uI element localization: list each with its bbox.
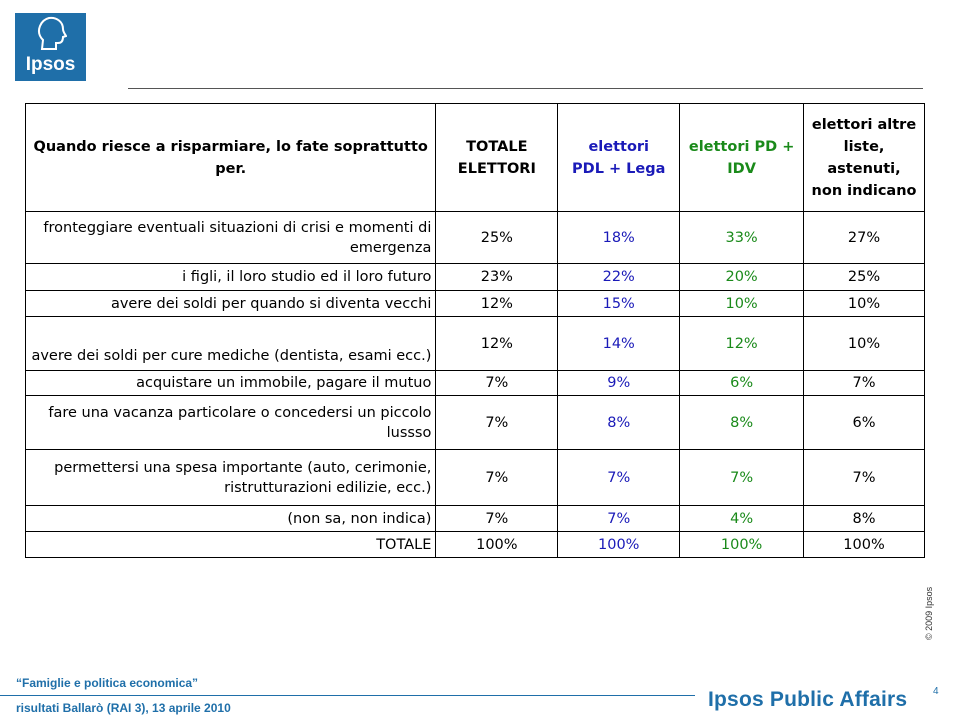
cell-pdl-lega: 15% xyxy=(557,290,681,317)
cell-altre: 10% xyxy=(803,316,925,371)
survey-table: Quando riesce a risparmiare, lo fate sop… xyxy=(24,103,925,558)
table-row: fronteggiare eventuali situazioni di cri… xyxy=(24,211,925,264)
cell-pd-idv: 10% xyxy=(679,290,805,317)
cell-pdl-lega: 14% xyxy=(557,316,681,371)
cell-pdl-lega: 7% xyxy=(557,505,681,532)
logo-wordmark: Ipsos xyxy=(25,54,76,75)
cell-pdl-lega: 9% xyxy=(557,370,681,396)
profile-head-icon xyxy=(38,16,67,50)
footer-subtitle: risultati Ballarò (RAI 3), 13 aprile 201… xyxy=(16,701,231,715)
table-row: avere dei soldi per cure mediche (dentis… xyxy=(24,316,925,371)
header-pdl-lega: elettori PDL + Lega xyxy=(557,103,681,212)
cell-altre: 8% xyxy=(803,505,925,532)
table-row: acquistare un immobile, pagare il mutuo … xyxy=(24,370,925,396)
row-label: permettersi una spesa importante (auto, … xyxy=(24,449,437,506)
cell-totale: 23% xyxy=(435,263,559,291)
question-header: Quando riesce a risparmiare, lo fate sop… xyxy=(24,103,437,212)
cell-pd-idv: 8% xyxy=(679,395,805,450)
table-row: permettersi una spesa importante (auto, … xyxy=(24,449,925,506)
row-label: TOTALE xyxy=(24,531,437,558)
cell-totale: 100% xyxy=(435,531,559,558)
cell-pdl-lega: 7% xyxy=(557,449,681,506)
cell-pd-idv: 33% xyxy=(679,211,805,264)
header-totale: TOTALE ELETTORI xyxy=(435,103,559,212)
cell-totale: 12% xyxy=(435,316,559,371)
cell-totale: 25% xyxy=(435,211,559,264)
footer-divider xyxy=(0,695,695,696)
cell-pdl-lega: 18% xyxy=(557,211,681,264)
cell-pd-idv: 4% xyxy=(679,505,805,532)
cell-totale: 7% xyxy=(435,370,559,396)
row-label: fare una vacanza particolare o conceders… xyxy=(24,395,437,450)
footer-title: “Famiglie e politica economica” xyxy=(16,676,199,690)
cell-altre: 7% xyxy=(803,449,925,506)
cell-totale: 7% xyxy=(435,449,559,506)
cell-pdl-lega: 100% xyxy=(557,531,681,558)
header-divider xyxy=(128,88,923,89)
cell-pd-idv: 20% xyxy=(679,263,805,291)
table-row-total: TOTALE 100% 100% 100% 100% xyxy=(24,531,925,558)
cell-pdl-lega: 22% xyxy=(557,263,681,291)
cell-altre: 6% xyxy=(803,395,925,450)
row-label: i figli, il loro studio ed il loro futur… xyxy=(24,263,437,291)
cell-pd-idv: 7% xyxy=(679,449,805,506)
cell-totale: 12% xyxy=(435,290,559,317)
row-label: avere dei soldi per cure mediche (dentis… xyxy=(24,316,437,371)
cell-totale: 7% xyxy=(435,505,559,532)
cell-altre: 27% xyxy=(803,211,925,264)
cell-totale: 7% xyxy=(435,395,559,450)
row-label: acquistare un immobile, pagare il mutuo xyxy=(24,370,437,396)
cell-pd-idv: 100% xyxy=(679,531,805,558)
copyright-note: © 2009 Ipsos xyxy=(924,586,934,640)
cell-pd-idv: 6% xyxy=(679,370,805,396)
table-row: avere dei soldi per quando si diventa ve… xyxy=(24,290,925,317)
cell-altre: 100% xyxy=(803,531,925,558)
table-row: fare una vacanza particolare o conceders… xyxy=(24,395,925,450)
row-label: avere dei soldi per quando si diventa ve… xyxy=(24,290,437,317)
table-row: i figli, il loro studio ed il loro futur… xyxy=(24,263,925,291)
cell-pd-idv: 12% xyxy=(679,316,805,371)
page-number: 4 xyxy=(933,686,939,697)
table-row: (non sa, non indica) 7% 7% 4% 8% xyxy=(24,505,925,532)
cell-altre: 10% xyxy=(803,290,925,317)
header-row: Quando riesce a risparmiare, lo fate sop… xyxy=(24,103,925,212)
row-label: (non sa, non indica) xyxy=(24,505,437,532)
cell-altre: 25% xyxy=(803,263,925,291)
header-altre-liste: elettori altre liste, astenuti, non indi… xyxy=(803,103,925,212)
cell-altre: 7% xyxy=(803,370,925,396)
row-label: fronteggiare eventuali situazioni di cri… xyxy=(24,211,437,264)
ipsos-logo: Ipsos xyxy=(15,13,86,81)
brand-name: Ipsos Public Affairs xyxy=(708,688,908,711)
cell-pdl-lega: 8% xyxy=(557,395,681,450)
header-pd-idv: elettori PD + IDV xyxy=(679,103,805,212)
